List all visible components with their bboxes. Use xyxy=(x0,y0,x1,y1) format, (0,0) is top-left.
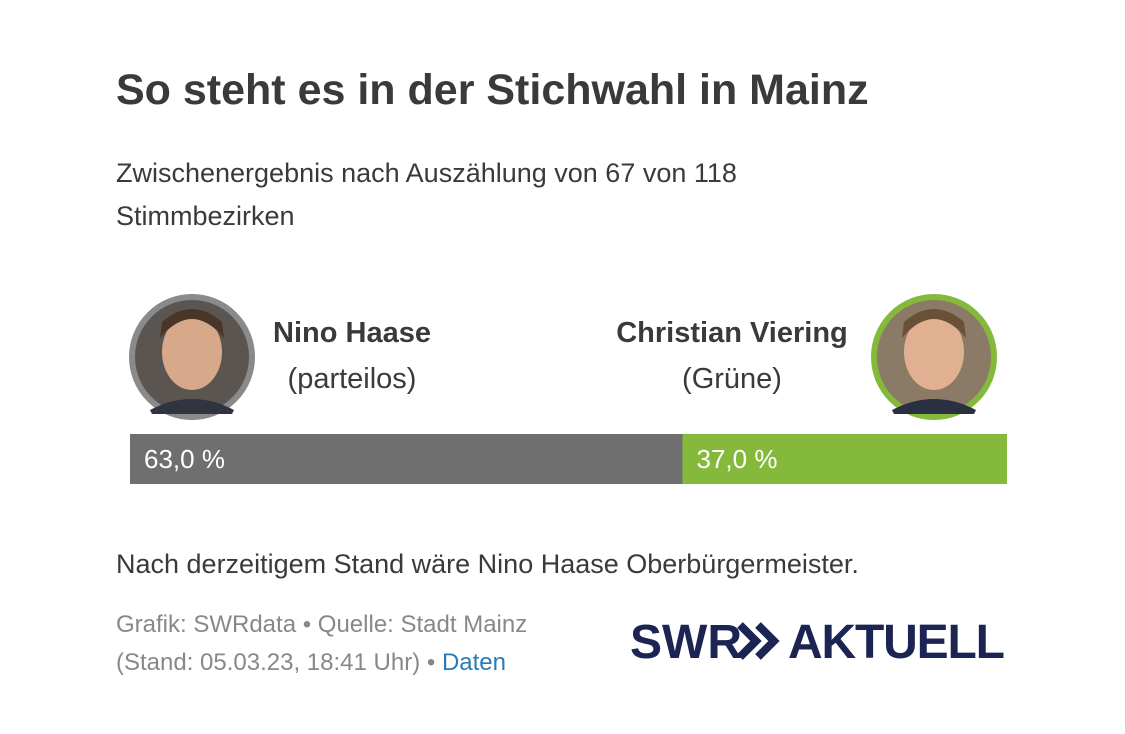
logo-chevron xyxy=(737,622,762,660)
source: Grafik: SWRdata • Quelle: Stadt Mainz (S… xyxy=(116,611,528,676)
title: So steht es in der Stichwahl in Mainz xyxy=(116,66,869,114)
logo-chevron xyxy=(755,622,780,660)
photo-right xyxy=(871,294,997,420)
candidate-left: Nino Haase (parteilos) xyxy=(262,310,442,402)
logo-left: SWR xyxy=(630,616,742,669)
legend-name: Christian Viering xyxy=(616,317,848,349)
note: Nach derzeitigem Stand wäre Nino Haase O… xyxy=(116,549,859,579)
photo-left xyxy=(129,294,255,420)
subtitle: Zwischenergebnis nach Auszählung von 67 … xyxy=(116,158,737,231)
legend-party: (parteilos) xyxy=(287,363,417,395)
logo: SWR AKTUELL xyxy=(630,616,1005,669)
data-link[interactable]: Daten xyxy=(441,649,506,676)
bar-segment xyxy=(130,434,683,484)
bar-group: 63,0 % 37,0 % xyxy=(130,434,1007,484)
source-block: Grafik: SWRdata • Quelle: Stadt Mainz (S… xyxy=(116,606,606,682)
value-label: 37,0 % xyxy=(697,444,778,474)
logo-right: AKTUELL xyxy=(788,616,1005,669)
bar-segment xyxy=(682,434,1007,484)
value-label: 63,0 % xyxy=(144,444,225,474)
legend-party: (Grüne) xyxy=(682,363,782,395)
legend-name: Nino Haase xyxy=(273,317,431,349)
candidate-right: Christian Viering (Grüne) xyxy=(592,310,872,402)
